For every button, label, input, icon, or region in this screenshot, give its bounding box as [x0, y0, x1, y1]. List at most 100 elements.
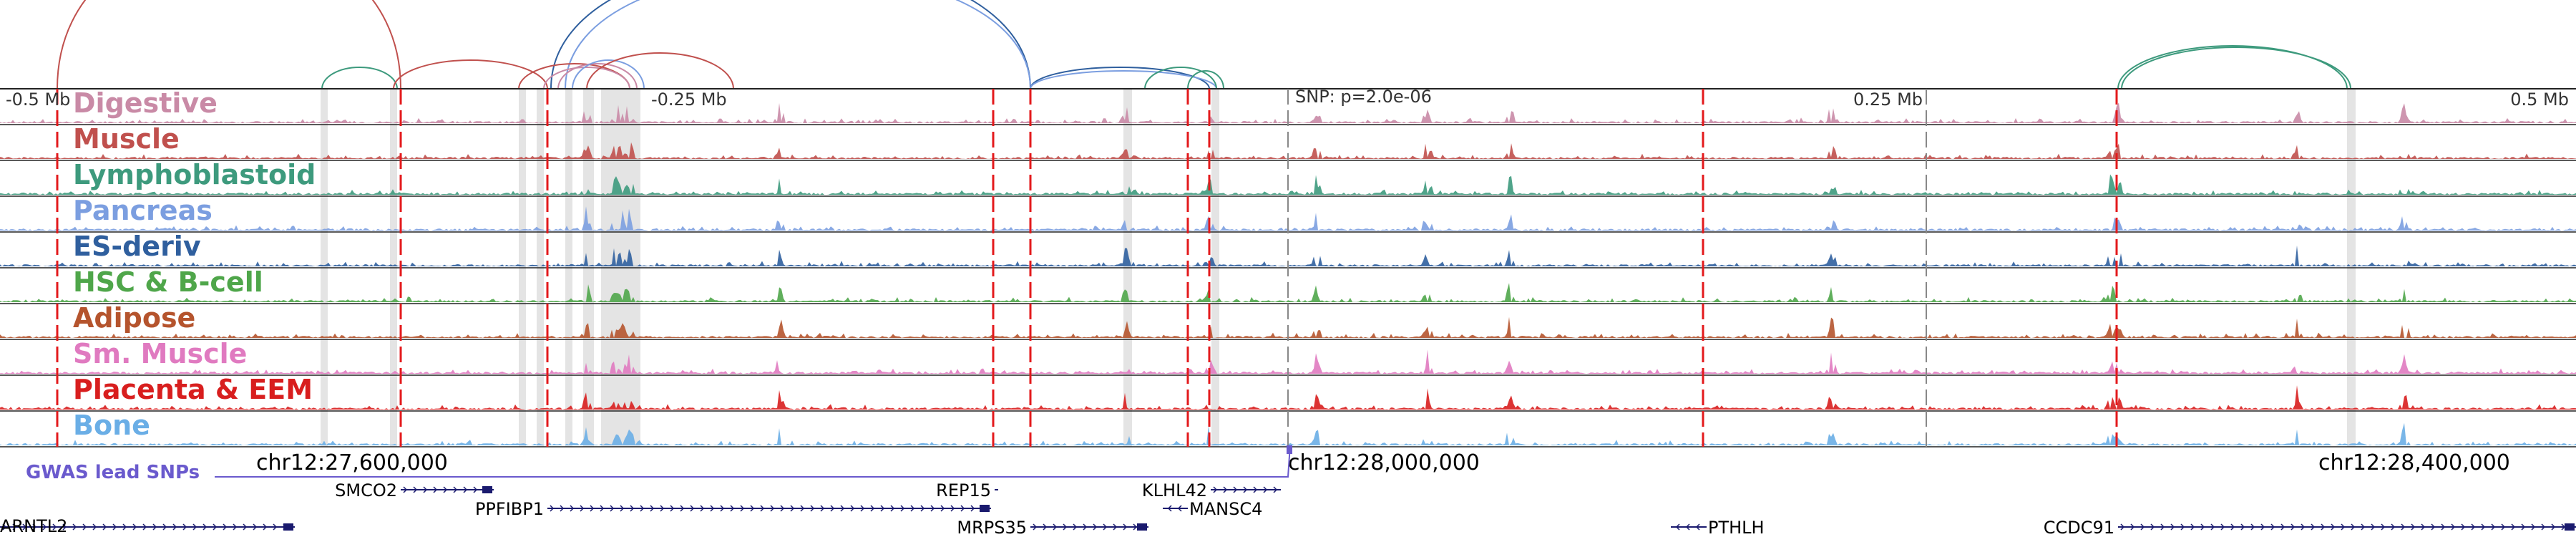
signal-es-deriv	[0, 245, 2576, 266]
gene-strand-arrow-ppfibp1	[650, 505, 655, 512]
gene-strand-arrow-ccdc91	[2130, 523, 2135, 531]
gene-strand-arrow-arntl2	[192, 523, 197, 531]
gene-strand-arrow-ccdc91	[2351, 523, 2356, 531]
gene-strand-arrow-mansc4	[1177, 505, 1182, 512]
gene-label-mrps35: MRPS35	[957, 518, 1027, 537]
gene-strand-arrow-ccdc91	[2331, 523, 2336, 531]
gene-strand-arrow-ppfibp1	[970, 505, 975, 512]
gene-strand-arrow-ppfibp1	[760, 505, 765, 512]
gene-strand-arrow-ppfibp1	[570, 505, 575, 512]
gene-strand-arrow-mrps35	[1103, 523, 1108, 531]
gene-strand-arrow-ppfibp1	[940, 505, 945, 512]
signal-adipose	[0, 316, 2576, 338]
track-label-bone: Bone	[73, 410, 150, 441]
signal-tracks	[0, 102, 2576, 445]
snp-label: SNP: p=2.0e-06	[1295, 87, 1432, 107]
gene-strand-arrow-klhl42	[1273, 486, 1278, 493]
interaction-arc-2	[565, 0, 1031, 90]
gene-strand-arrow-ccdc91	[2240, 523, 2245, 531]
gene-strand-arrow-ccdc91	[2180, 523, 2185, 531]
gene-strand-arrow-smco2	[473, 486, 478, 493]
gene-label-mansc4: MANSC4	[1189, 499, 1262, 519]
gene-strand-arrow-arntl2	[92, 523, 97, 531]
gene-strand-arrow-mansc4	[1167, 505, 1172, 512]
gene-strand-arrow-pthlh	[1695, 523, 1700, 531]
gene-strand-arrow-ppfibp1	[620, 505, 625, 512]
gene-strand-arrow-pthlh	[1675, 523, 1680, 531]
gene-strand-arrow-ccdc91	[2220, 523, 2225, 531]
gene-strand-arrow-arntl2	[273, 523, 278, 531]
gene-strand-arrow-ccdc91	[2311, 523, 2316, 531]
gene-strand-arrow-ccdc91	[2391, 523, 2396, 531]
gene-strand-arrow-ppfibp1	[680, 505, 685, 512]
gene-strand-arrow-ppfibp1	[550, 505, 555, 512]
gene-strand-arrow-klhl42	[1233, 486, 1238, 493]
gene-strand-arrow-mrps35	[1083, 523, 1088, 531]
gene-strand-arrow-ppfibp1	[810, 505, 815, 512]
coordinate-label-27600000: chr12:27,600,000	[256, 450, 448, 475]
gene-strand-arrow-ppfibp1	[640, 505, 645, 512]
gene-strand-arrow-ccdc91	[2280, 523, 2285, 531]
coordinate-label-28400000: chr12:28,400,000	[2318, 450, 2510, 475]
gene-strand-arrow-ppfibp1	[720, 505, 725, 512]
gene-strand-arrow-arntl2	[213, 523, 218, 531]
gene-strand-arrow-ppfibp1	[930, 505, 935, 512]
gene-strand-arrow-mrps35	[1073, 523, 1078, 531]
gene-strand-arrow-arntl2	[112, 523, 117, 531]
track-label-muscle: Muscle	[73, 123, 180, 155]
track-label-lymphoblastoid: Lymphoblastoid	[73, 159, 316, 190]
gene-strand-arrow-arntl2	[2, 523, 7, 531]
gene-strand-arrow-ccdc91	[2190, 523, 2195, 531]
gene-strand-arrow-mrps35	[1093, 523, 1098, 531]
gene-strand-arrow-arntl2	[142, 523, 147, 531]
gene-strand-arrow-ccdc91	[2421, 523, 2426, 531]
gene-strand-arrow-mrps35	[1063, 523, 1068, 531]
gene-strand-arrow-ccdc91	[2401, 523, 2406, 531]
gene-exon-mrps35	[1137, 523, 1147, 531]
interaction-arc-14	[2117, 45, 2348, 90]
gene-exon-ccdc91	[2565, 523, 2575, 531]
interaction-arc-10	[557, 63, 638, 90]
gene-strand-arrow-ppfibp1	[850, 505, 855, 512]
highlight-lines	[56, 89, 2118, 447]
gene-strand-arrow-ccdc91	[2170, 523, 2175, 531]
track-label-placenta-eem: Placenta & EEM	[73, 374, 313, 405]
offset-label-minus-half: -0.5 Mb	[6, 90, 70, 110]
gene-strand-arrow-arntl2	[182, 523, 187, 531]
gene-strand-arrow-ppfibp1	[910, 505, 915, 512]
gene-strand-arrow-arntl2	[12, 523, 17, 531]
signal-pancreas	[0, 206, 2576, 231]
gene-strand-arrow-ccdc91	[2290, 523, 2296, 531]
gene-strand-arrow-arntl2	[42, 523, 47, 531]
gene-label-rep15: REP15	[936, 480, 991, 500]
gene-strand-arrow-ppfibp1	[890, 505, 895, 512]
gene-strand-arrow-smco2	[413, 486, 418, 493]
gene-strand-arrow-ccdc91	[2381, 523, 2386, 531]
gene-strand-arrow-arntl2	[233, 523, 238, 531]
gene-strand-arrow-klhl42	[1243, 486, 1248, 493]
gene-strand-arrow-ccdc91	[2451, 523, 2456, 531]
interaction-arc-15	[2121, 47, 2351, 90]
gene-strand-arrow-ccdc91	[2551, 523, 2556, 531]
gene-track: ARNTL2 SMCO2 PPFIBP1 REP15 MRPS35 KLHL42MANSC…	[0, 480, 2576, 537]
gene-strand-arrow-arntl2	[253, 523, 258, 531]
interaction-arc-11	[572, 59, 645, 90]
gene-strand-arrow-smco2	[453, 486, 458, 493]
gene-strand-arrow-ccdc91	[2321, 523, 2326, 531]
gene-strand-arrow-ccdc91	[2521, 523, 2526, 531]
gene-strand-arrow-mrps35	[1113, 523, 1118, 531]
gene-strand-arrow-arntl2	[52, 523, 57, 531]
gwas-connector-line	[215, 445, 1291, 478]
gene-strand-arrow-ccdc91	[2150, 523, 2155, 531]
gene-strand-arrow-ccdc91	[2411, 523, 2416, 531]
gene-strand-arrow-ppfibp1	[730, 505, 735, 512]
gene-strand-arrow-ppfibp1	[820, 505, 825, 512]
track-label-digestive: Digestive	[73, 87, 218, 119]
gene-strand-arrow-ccdc91	[2491, 523, 2496, 531]
gene-strand-arrow-arntl2	[22, 523, 27, 531]
interaction-arc-6	[321, 67, 398, 90]
gene-strand-arrow-smco2	[403, 486, 408, 493]
gene-strand-arrow-ccdc91	[2301, 523, 2306, 531]
gene-strand-arrow-ppfibp1	[860, 505, 865, 512]
gene-strand-arrow-ccdc91	[2160, 523, 2165, 531]
